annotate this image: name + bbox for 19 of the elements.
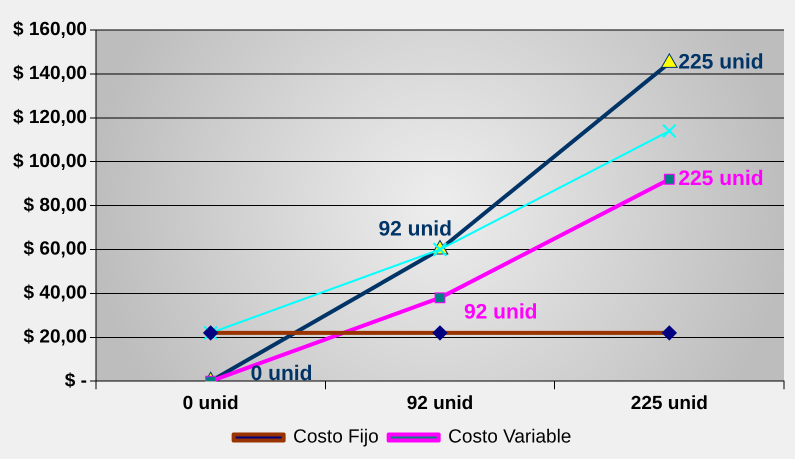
y-tick-label: $ 140,00 bbox=[12, 63, 87, 84]
legend-label: Costo Fijo bbox=[293, 426, 379, 448]
x-tick-label: 225 unid bbox=[630, 392, 708, 414]
y-tick-label: $ 60,00 bbox=[24, 238, 87, 260]
annotation: 0 unid bbox=[250, 362, 312, 385]
y-tick-label: $ 40,00 bbox=[24, 282, 87, 304]
x-tick-label: 92 unid bbox=[406, 392, 474, 414]
annotation: 225 unid bbox=[678, 167, 764, 190]
y-tick-label: $ 100,00 bbox=[12, 150, 87, 172]
y-tick-label: $ 80,00 bbox=[24, 194, 87, 216]
y-tick-label: $ 20,00 bbox=[24, 326, 87, 348]
y-tick-label: $ 160,00 bbox=[12, 19, 87, 40]
x-tick-label: 0 unid bbox=[182, 392, 239, 414]
y-tick-label: $ 120,00 bbox=[12, 107, 87, 128]
legend-label: Costo Variable bbox=[448, 426, 572, 448]
annotation: 92 unid bbox=[464, 300, 538, 324]
annotation: 225 unid bbox=[678, 50, 764, 74]
annotation: 92 unid bbox=[378, 217, 452, 240]
y-tick-label: $ - bbox=[64, 370, 87, 392]
